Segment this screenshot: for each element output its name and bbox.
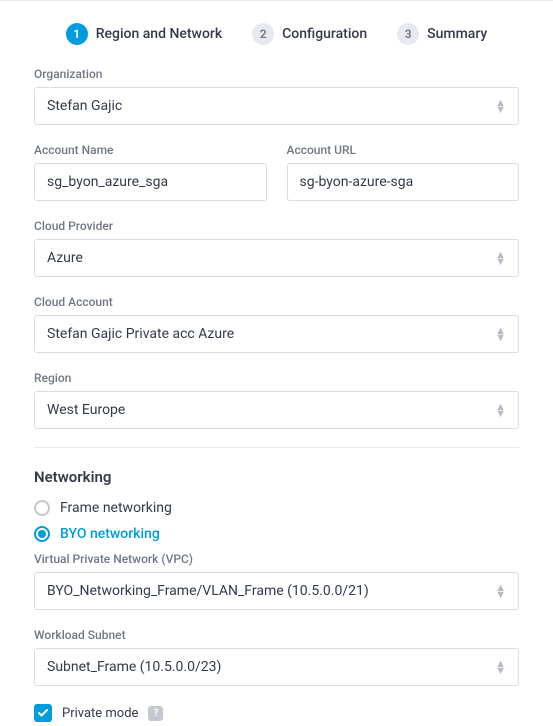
networking-option-byo[interactable]: BYO networking <box>34 526 519 542</box>
private-mode-checkbox-row[interactable]: Private mode ? <box>34 704 519 722</box>
wizard-step-2[interactable]: 2 Configuration <box>252 23 367 45</box>
chevron-updown-icon: ▲▼ <box>495 100 506 113</box>
select-value: Stefan Gajic <box>47 98 122 114</box>
wizard-step-3[interactable]: 3 Summary <box>397 23 487 45</box>
field-label: Region <box>34 371 519 385</box>
field-label: Account URL <box>287 143 520 157</box>
vpc-select[interactable]: BYO_Networking_Frame/VLAN_Frame (10.5.0.… <box>34 572 519 610</box>
wizard-step-1[interactable]: 1 Region and Network <box>66 23 222 45</box>
select-value: West Europe <box>47 402 125 418</box>
organization-select[interactable]: Stefan Gajic ▲▼ <box>34 87 519 125</box>
chevron-updown-icon: ▲▼ <box>495 252 506 265</box>
organization-field: Organization Stefan Gajic ▲▼ <box>34 67 519 125</box>
field-label: Workload Subnet <box>34 628 519 642</box>
networking-heading: Networking <box>34 468 519 486</box>
cloud-provider-select[interactable]: Azure ▲▼ <box>34 239 519 277</box>
field-label: Organization <box>34 67 519 81</box>
input-value: sg-byon-azure-sga <box>300 174 414 190</box>
step-label: Region and Network <box>96 26 222 42</box>
select-value: BYO_Networking_Frame/VLAN_Frame (10.5.0.… <box>47 583 369 599</box>
wizard-steps: 1 Region and Network 2 Configuration 3 S… <box>0 1 553 67</box>
select-value: Azure <box>47 250 83 266</box>
account-url-field: Account URL sg-byon-azure-sga <box>287 143 520 201</box>
checkbox-icon <box>34 704 52 722</box>
select-value: Subnet_Frame (10.5.0.0/23) <box>47 659 221 675</box>
radio-icon <box>34 526 50 542</box>
field-label: Cloud Account <box>34 295 519 309</box>
step-label: Configuration <box>282 26 367 42</box>
select-value: Stefan Gajic Private acc Azure <box>47 326 234 342</box>
help-icon[interactable]: ? <box>148 706 163 721</box>
vpc-field: Virtual Private Network (VPC) BYO_Networ… <box>34 552 519 610</box>
cloud-account-select[interactable]: Stefan Gajic Private acc Azure ▲▼ <box>34 315 519 353</box>
subnet-select[interactable]: Subnet_Frame (10.5.0.0/23) ▲▼ <box>34 648 519 686</box>
radio-label: BYO networking <box>60 526 160 542</box>
chevron-updown-icon: ▲▼ <box>495 661 506 674</box>
cloud-account-field: Cloud Account Stefan Gajic Private acc A… <box>34 295 519 353</box>
field-label: Virtual Private Network (VPC) <box>34 552 519 566</box>
checkbox-label: Private mode <box>62 706 138 721</box>
cloud-provider-field: Cloud Provider Azure ▲▼ <box>34 219 519 277</box>
chevron-updown-icon: ▲▼ <box>495 404 506 417</box>
divider <box>34 447 519 448</box>
account-url-input[interactable]: sg-byon-azure-sga <box>287 163 520 201</box>
subnet-field: Workload Subnet Subnet_Frame (10.5.0.0/2… <box>34 628 519 686</box>
account-name-field: Account Name sg_byon_azure_sga <box>34 143 267 201</box>
chevron-updown-icon: ▲▼ <box>495 585 506 598</box>
region-select[interactable]: West Europe ▲▼ <box>34 391 519 429</box>
step-number: 3 <box>397 23 419 45</box>
account-name-input[interactable]: sg_byon_azure_sga <box>34 163 267 201</box>
field-label: Account Name <box>34 143 267 157</box>
step-number: 1 <box>66 23 88 45</box>
step-number: 2 <box>252 23 274 45</box>
field-label: Cloud Provider <box>34 219 519 233</box>
networking-option-frame[interactable]: Frame networking <box>34 500 519 516</box>
step-label: Summary <box>427 26 487 42</box>
region-field: Region West Europe ▲▼ <box>34 371 519 429</box>
chevron-updown-icon: ▲▼ <box>495 328 506 341</box>
radio-label: Frame networking <box>60 500 172 516</box>
input-value: sg_byon_azure_sga <box>47 174 168 190</box>
radio-icon <box>34 500 50 516</box>
